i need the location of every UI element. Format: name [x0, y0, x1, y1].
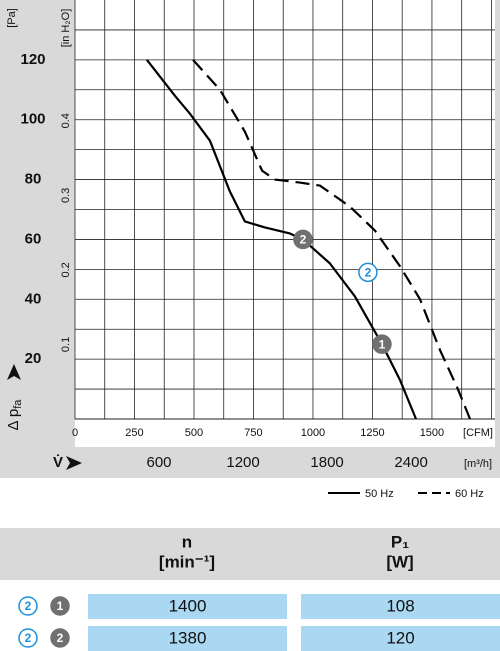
y-tick-label: 120 — [20, 51, 45, 68]
row-icon-circle — [18, 628, 38, 648]
x-unit: [CFM] — [463, 427, 493, 439]
row-icon-label: 1 — [57, 599, 64, 613]
table-cell — [88, 594, 287, 619]
x-tick-label: 0 — [72, 427, 78, 439]
y-axis-panel — [0, 0, 75, 478]
x-tick-label: 1000 — [301, 427, 325, 439]
y-axis-label: Δ pfa — [5, 399, 24, 431]
y-arrow — [7, 364, 21, 380]
table-cell — [301, 594, 500, 619]
marker-circle — [372, 334, 392, 354]
y-tick-label: 80 — [25, 171, 42, 188]
table-header: [min⁻¹] — [159, 552, 215, 571]
y-label-sub: fa — [12, 399, 24, 409]
legend-label: 50 Hz — [365, 488, 394, 500]
row-icon-label: 2 — [25, 631, 32, 645]
y-unit: [Pa] — [6, 8, 18, 28]
table-header: P₁ — [391, 532, 409, 551]
marker-circle — [293, 229, 313, 250]
table-cell — [301, 626, 500, 651]
y2-tick-label: 0.1 — [60, 337, 72, 352]
y2-unit: [in H₂O] — [60, 9, 72, 48]
y2-tick-label: 0.4 — [60, 113, 72, 128]
curve — [192, 59, 472, 420]
x2-tick-label: 2400 — [394, 454, 427, 471]
x2-tick-label: 1200 — [226, 454, 259, 471]
row-icon-circle — [50, 628, 70, 648]
y-tick-label: 20 — [25, 350, 42, 367]
table-value: 1380 — [169, 628, 207, 647]
y2-tick-label: 0.2 — [60, 262, 72, 277]
legend-label: 60 Hz — [455, 488, 484, 500]
table-header: n — [182, 532, 192, 551]
y-tick-label: 40 — [25, 290, 42, 307]
marker-label: 2 — [365, 266, 372, 280]
x-tick-label: 750 — [244, 427, 262, 439]
x2-tick-label: 600 — [147, 454, 172, 471]
table-cell — [88, 626, 287, 651]
y-tick-label: 100 — [20, 111, 45, 128]
row-icon-circle — [50, 596, 70, 616]
marker-label: 2 — [300, 233, 307, 247]
y-tick-label: 60 — [25, 230, 42, 247]
x2-tick-label: 1800 — [310, 454, 343, 471]
row-icon-circle — [18, 596, 38, 616]
x2-unit: [m³/h] — [464, 458, 492, 470]
x-tick-label: 1250 — [360, 427, 384, 439]
table-value: 1400 — [169, 596, 207, 615]
x-tick-label: 1500 — [420, 427, 444, 439]
table-value: 108 — [386, 596, 414, 615]
y2-tick-label: 0.3 — [60, 188, 72, 203]
table-value: 120 — [386, 628, 414, 647]
x-axis-label: V̇ — [53, 454, 63, 471]
x-tick-label: 500 — [185, 427, 203, 439]
marker-label: 1 — [379, 337, 386, 351]
x2-axis-panel — [0, 447, 500, 478]
y-label-main: Δ p — [5, 409, 22, 431]
row-icon-label: 2 — [25, 599, 32, 613]
x-arrow — [66, 456, 82, 470]
right-edge — [495, 0, 500, 447]
table-header: [W] — [386, 552, 413, 571]
marker-circle — [358, 262, 378, 283]
x-tick-label: 250 — [125, 427, 143, 439]
table-header-bg — [0, 528, 500, 580]
row-icon-label: 2 — [57, 631, 64, 645]
